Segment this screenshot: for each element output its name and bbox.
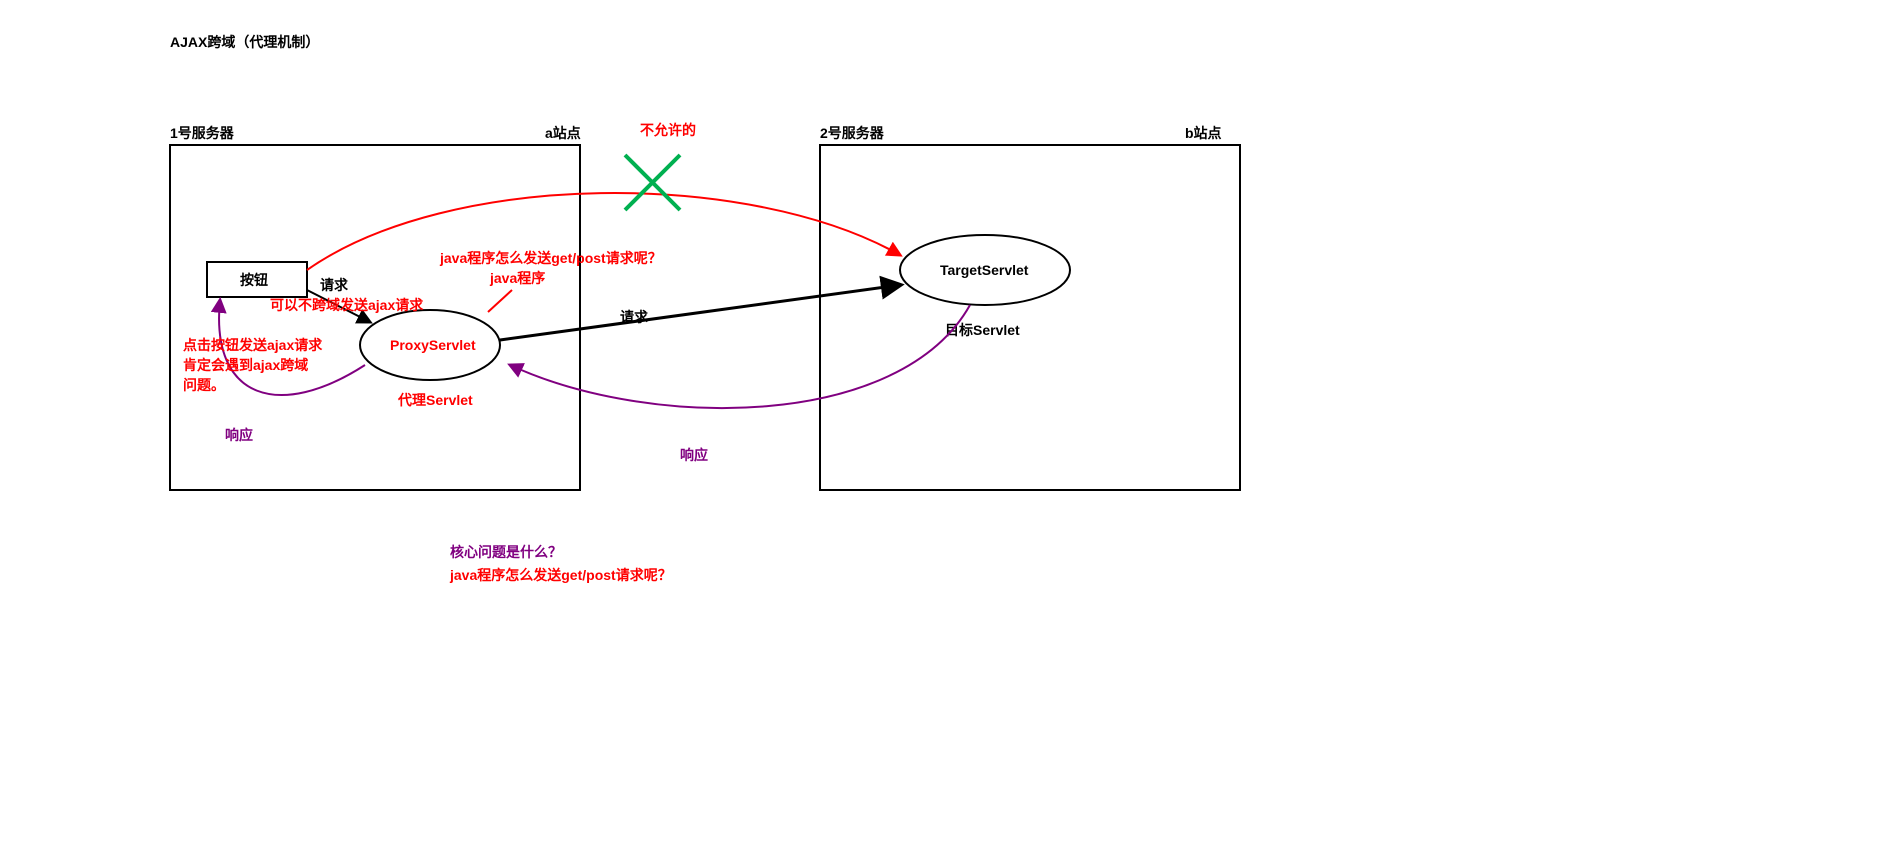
ajax-proxy-diagram: AJAX跨域（代理机制） 1号服务器 a站点 2号服务器 b站点 按钮 Prox… <box>0 0 1903 844</box>
click-hint-2: 肯定会遇到ajax跨域 <box>183 357 308 373</box>
hint-java-program: java程序 <box>489 270 545 286</box>
click-hint-1: 点击按钮发送ajax请求 <box>183 337 323 353</box>
core-question: 核心问题是什么？ <box>450 544 562 560</box>
response-label-2: 响应 <box>680 447 708 463</box>
proxy-servlet-name: ProxyServlet <box>390 337 476 353</box>
response-label-1: 响应 <box>225 427 253 443</box>
server2-box <box>820 145 1240 490</box>
server1-site-label: a站点 <box>545 125 581 141</box>
server2-site-label: b站点 <box>1185 125 1222 141</box>
proxy-servlet-label: 代理Servlet <box>397 392 473 408</box>
target-servlet-name: TargetServlet <box>940 262 1029 278</box>
cross-icon <box>625 155 680 210</box>
click-hint-3: 问题。 <box>183 377 225 393</box>
hint-pointer-line <box>488 290 512 312</box>
core-answer: java程序怎么发送get/post请求呢？ <box>449 567 672 583</box>
request-label-2: 请求 <box>620 309 649 325</box>
server2-label: 2号服务器 <box>820 125 885 141</box>
proxy-to-target-arrow <box>500 285 900 340</box>
diagram-title: AJAX跨域（代理机制） <box>170 34 319 50</box>
not-allowed-label: 不允许的 <box>640 122 696 138</box>
button-label: 按钮 <box>240 272 268 288</box>
hint-no-cross-domain: 可以不跨域发送ajax请求 <box>270 297 424 313</box>
server1-label: 1号服务器 <box>170 125 235 141</box>
request-label-1: 请求 <box>320 277 349 293</box>
hint-java-getpost: java程序怎么发送get/post请求呢？ <box>439 250 662 266</box>
